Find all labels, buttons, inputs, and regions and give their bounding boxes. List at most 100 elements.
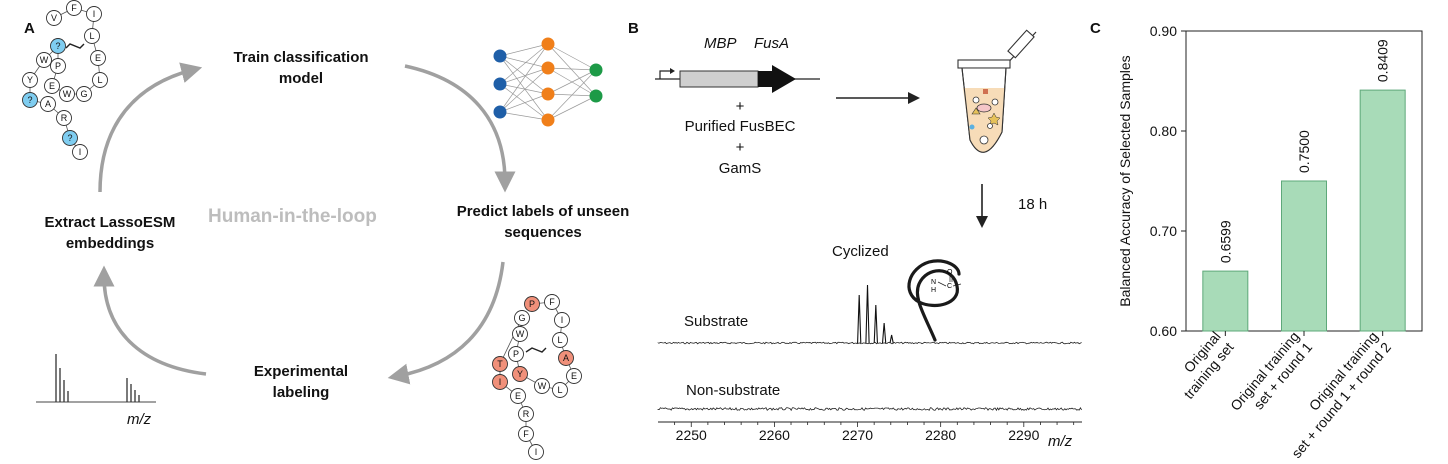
bar-2 <box>1359 89 1406 332</box>
svg-text:F: F <box>71 3 77 13</box>
neural-network-icon <box>493 37 603 127</box>
mass-spectrum-sketch <box>36 354 156 403</box>
predict-step-label: Predict labels of unseen sequences <box>456 203 630 241</box>
incubation-time-label: 18 h <box>1018 196 1048 213</box>
non-substrate-trace <box>657 406 1082 412</box>
svg-text:P: P <box>529 299 535 309</box>
svg-text:Y: Y <box>517 369 523 379</box>
svg-text:Y: Y <box>27 75 33 85</box>
svg-text:?: ? <box>27 95 32 105</box>
mz-tick-label-3: 2280 <box>925 427 956 443</box>
panel-b-letter: B <box>628 20 639 37</box>
bar-value-label-1: 0.7500 <box>1296 130 1312 173</box>
output-node-0 <box>589 63 603 77</box>
panel-a-letter: A <box>24 20 35 37</box>
residue-13: I <box>492 374 508 390</box>
train-step-label: Train classification model <box>233 49 369 87</box>
y-tick-label-3: 0.90 <box>1150 23 1177 39</box>
isotope-peak-0 <box>857 294 862 344</box>
svg-text:I: I <box>93 9 96 19</box>
svg-text:E: E <box>515 391 521 401</box>
y-tick-label-2: 0.80 <box>1150 123 1177 139</box>
reagent-plus-1: + <box>735 98 745 115</box>
residue-10: ? <box>50 38 66 54</box>
svg-text:R: R <box>61 113 68 123</box>
arrow-experimental-to-extract <box>93 265 207 376</box>
residue-11: G <box>514 310 530 326</box>
svg-text:W: W <box>40 55 49 65</box>
isotope-peak-2 <box>873 304 878 344</box>
residue-4: A <box>558 350 574 366</box>
reagent-fusbec: Purified FusBEC <box>684 118 796 135</box>
residue-7: W <box>534 378 550 394</box>
substrate-trace <box>657 341 1082 345</box>
residue-4: E <box>90 50 106 66</box>
svg-text:I: I <box>561 315 564 325</box>
bar-0 <box>1202 270 1249 332</box>
residue-1: F <box>544 294 560 310</box>
svg-text:P: P <box>55 61 61 71</box>
svg-text:I: I <box>499 377 502 387</box>
svg-text:A: A <box>563 353 569 363</box>
isotope-peak-1 <box>865 284 870 344</box>
bar-value-label-0: 0.6599 <box>1217 220 1233 263</box>
mz-tick-label-4: 2290 <box>1008 427 1039 443</box>
residue-8: E <box>44 78 60 94</box>
residue-6: L <box>552 382 568 398</box>
residue-11: W <box>36 52 52 68</box>
hidden-node-1 <box>541 61 555 75</box>
arrow-down-18h <box>976 184 988 228</box>
residue-15: R <box>518 406 534 422</box>
isotope-peak-3 <box>881 322 887 344</box>
isotope-peak-4 <box>889 334 894 344</box>
svg-text:E: E <box>571 371 577 381</box>
mz-tick-label-0: 2250 <box>676 427 707 443</box>
gene-construct <box>655 65 820 93</box>
y-axis-label: Balanced Accuracy of Selected Samples <box>1117 55 1133 306</box>
mbp-gene-label: MBP <box>704 35 737 52</box>
cyclized-label: Cyclized <box>832 243 889 260</box>
svg-text:L: L <box>89 31 94 41</box>
arrow-extract-to-train <box>98 62 203 193</box>
svg-text:V: V <box>51 13 57 23</box>
y-tick-label-0: 0.60 <box>1150 323 1177 339</box>
lasso-structure-icon: N H O C <box>907 259 962 342</box>
residue-15: R <box>56 110 72 126</box>
human-in-the-loop-label: Human-in-the-loop <box>208 206 377 227</box>
mass-spec-traces: 2250 2260 2270 2280 2290 <box>657 284 1082 443</box>
input-node-2 <box>493 105 507 119</box>
residue-2: I <box>554 312 570 328</box>
residue-0: V <box>46 10 62 26</box>
residue-16: F <box>518 426 534 442</box>
reagent-plus-2: + <box>735 139 745 156</box>
reagent-gams: GamS <box>718 160 762 177</box>
non-substrate-trace-label: Non-substrate <box>686 382 781 399</box>
residue-10: W <box>512 326 528 342</box>
fusa-gene-label: FusA <box>754 35 790 52</box>
residue-12: T <box>492 356 508 372</box>
svg-text:I: I <box>79 147 82 157</box>
experimental-step-label: Experimental labeling <box>253 363 349 401</box>
arrow-predict-to-experimental <box>387 261 505 385</box>
residue-16: ? <box>62 130 78 146</box>
arrow-to-tube <box>836 92 920 104</box>
hidden-node-2 <box>541 87 555 101</box>
svg-text:O: O <box>947 269 953 276</box>
residue-17: I <box>528 444 544 460</box>
panel-c-letter: C <box>1090 20 1101 37</box>
residue-12: Y <box>22 72 38 88</box>
cycle-arrows <box>93 62 516 385</box>
residue-14: E <box>510 388 526 404</box>
residue-13: ? <box>22 92 38 108</box>
residue-6: G <box>76 86 92 102</box>
svg-text:P: P <box>513 349 519 359</box>
extract-step-label: Extract LassoESM embeddings <box>44 214 176 252</box>
residue-17: I <box>72 144 88 160</box>
hidden-node-3 <box>541 113 555 127</box>
svg-text:W: W <box>516 329 525 339</box>
svg-text:T: T <box>497 359 503 369</box>
input-node-1 <box>493 77 507 91</box>
